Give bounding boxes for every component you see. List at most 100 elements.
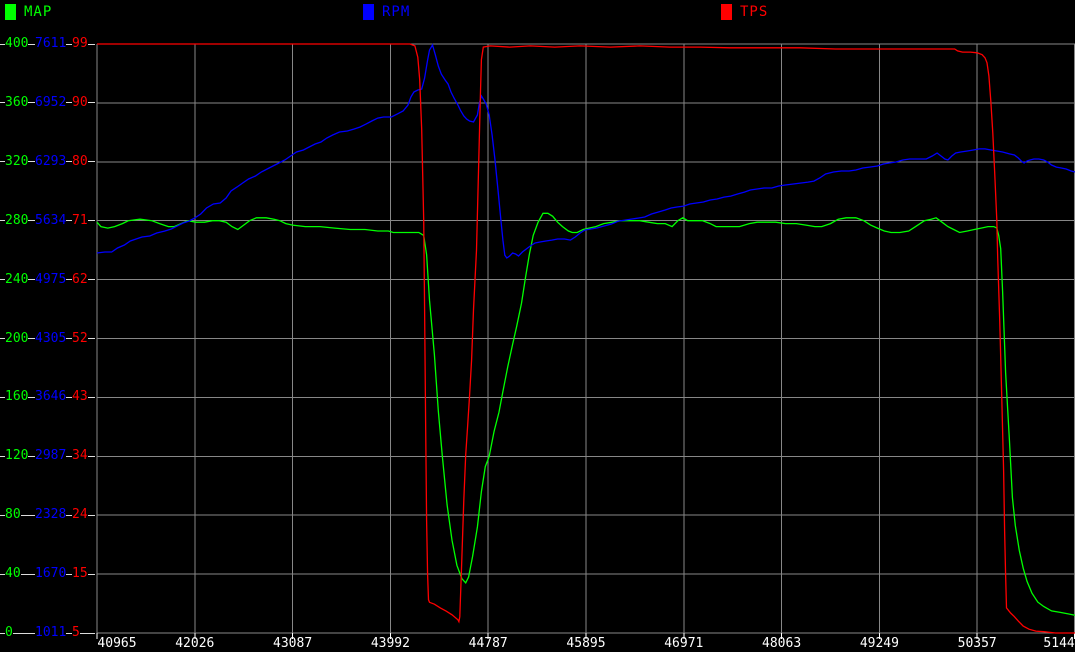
legend-item[interactable]: MAP: [5, 2, 52, 22]
y-tick-value: 5634: [35, 212, 67, 228]
tps-line: [97, 43, 1075, 634]
x-tick-label: 45895: [566, 636, 606, 651]
legend-swatch-icon: [363, 4, 374, 20]
y-tick-rpm: 3646: [35, 390, 72, 404]
y-axis-row: 120 2987 34: [0, 449, 95, 463]
y-tick-value: 160: [5, 389, 29, 405]
y-axis-row: 40 1670 15: [0, 567, 95, 581]
y-tick-tps: 15: [72, 567, 95, 581]
y-tick-tps: 24: [72, 508, 95, 522]
y-tick-map: 360: [5, 94, 35, 110]
y-tick-tps: 90: [72, 94, 95, 110]
x-tick-label: 43087: [273, 636, 313, 651]
y-tick-value: 320: [5, 153, 29, 169]
y-axis-row: 240 4975 62: [0, 271, 95, 287]
y-tick-value: 280: [5, 212, 29, 228]
y-tick-value: 15: [72, 566, 88, 582]
y-axis-row: 160 3646 43: [0, 390, 95, 404]
series-lines: [96, 43, 1075, 634]
legend-swatch-icon: [721, 4, 732, 20]
y-tick-rpm: 2987: [35, 449, 72, 463]
y-tick-value: 52: [72, 330, 88, 346]
y-tick-map: 240: [5, 271, 35, 287]
x-tick-label: 51449: [1043, 636, 1075, 651]
y-tick-value: 80: [72, 153, 88, 169]
y-tick-value: 62: [72, 271, 88, 287]
y-tick-value: 6952: [35, 94, 67, 110]
y-tick-value: 90: [72, 94, 88, 110]
y-tick-value: 4975: [35, 271, 67, 287]
y-tick-tps: 99: [72, 37, 95, 51]
y-tick-value: 2987: [35, 448, 67, 464]
x-tick-label: 44787: [468, 636, 508, 651]
x-tick-label: 48063: [762, 636, 802, 651]
y-tick-tps: 43: [72, 390, 95, 404]
y-tick-rpm: 5634: [35, 212, 72, 228]
y-axis-row: 320 6293 80: [0, 153, 95, 169]
x-tick-label: 43992: [370, 636, 410, 651]
y-tick-map: 40: [5, 567, 35, 581]
legend-label: TPS: [740, 4, 769, 20]
legend-swatch-icon: [5, 4, 16, 20]
legend-item[interactable]: RPM: [363, 2, 410, 22]
y-tick-map: 280: [5, 212, 35, 228]
y-tick-map: 320: [5, 153, 35, 169]
y-tick-value: 99: [72, 36, 88, 51]
y-tick-map: 80: [5, 508, 35, 522]
y-tick-rpm: 6293: [35, 153, 72, 169]
y-tick-rpm: 4305: [35, 330, 72, 346]
y-tick-rpm: 6952: [35, 94, 72, 110]
y-tick-value: 40: [5, 566, 21, 582]
y-tick-tps: 52: [72, 330, 95, 346]
y-tick-map: 120: [5, 449, 35, 463]
y-tick-map: 160: [5, 390, 35, 404]
y-tick-value: 34: [72, 448, 88, 464]
y-tick-tps: 5: [72, 626, 95, 640]
y-tick-tps: 80: [72, 153, 95, 169]
legend-label: RPM: [382, 4, 411, 20]
y-axis-row: 280 5634 71: [0, 212, 95, 228]
y-tick-value: 200: [5, 330, 29, 346]
x-tick-label: 42026: [175, 636, 215, 651]
x-tick-label: 50357: [957, 636, 997, 651]
y-tick-map: 400: [5, 37, 35, 51]
y-tick-value: 2328: [35, 507, 67, 523]
map-line: [96, 212, 1075, 616]
rpm-line: [96, 43, 1075, 259]
y-tick-value: 400: [5, 36, 29, 51]
legend-item[interactable]: TPS: [721, 2, 768, 22]
y-axis-row: 80 2328 24: [0, 508, 95, 522]
y-tick-value: 7611: [35, 36, 67, 51]
gridlines: [96, 43, 1075, 634]
y-tick-rpm: 1670: [35, 567, 72, 581]
y-tick-value: 240: [5, 271, 29, 287]
y-axis-row: 0 1011 5: [0, 626, 95, 640]
y-tick-value: 80: [5, 507, 21, 523]
y-axis-row: 200 4305 52: [0, 330, 95, 346]
y-axis-row: 400 7611 99: [0, 37, 95, 51]
x-tick-label: 49249: [859, 636, 899, 651]
y-tick-value: 3646: [35, 389, 67, 405]
x-tick-label: 40965: [97, 636, 137, 651]
y-tick-value: 0: [5, 625, 13, 640]
y-tick-value: 71: [72, 212, 88, 228]
y-tick-value: 4305: [35, 330, 67, 346]
y-axis-row: 360 6952 90: [0, 94, 95, 110]
y-tick-map: 0: [5, 626, 35, 640]
y-tick-rpm: 7611: [35, 37, 72, 51]
y-tick-rpm: 1011: [35, 626, 72, 640]
y-tick-value: 1011: [35, 625, 67, 640]
y-tick-value: 120: [5, 448, 29, 464]
y-tick-value: 5: [72, 625, 80, 640]
y-tick-rpm: 2328: [35, 508, 72, 522]
y-tick-value: 24: [72, 507, 88, 523]
y-tick-value: 360: [5, 94, 29, 110]
y-tick-rpm: 4975: [35, 271, 72, 287]
y-tick-value: 43: [72, 389, 88, 405]
y-tick-value: 1670: [35, 566, 67, 582]
y-tick-value: 6293: [35, 153, 67, 169]
y-tick-tps: 71: [72, 212, 95, 228]
legend-label: MAP: [24, 4, 53, 20]
